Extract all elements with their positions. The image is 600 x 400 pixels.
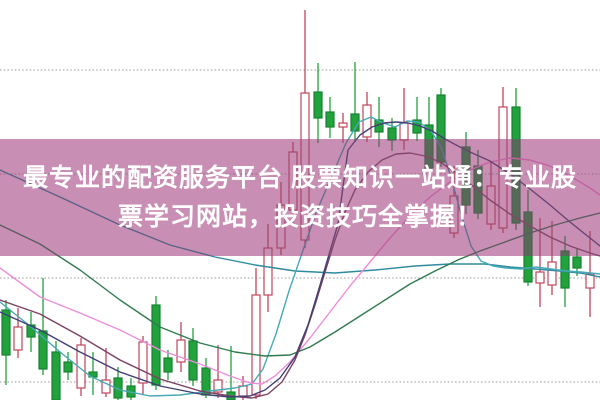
promo-banner-tint: [0, 139, 600, 256]
promo-banner-overlay: [0, 139, 600, 256]
promo-banner-text-line2: 票学习网站，投资技巧全掌握！: [117, 202, 482, 231]
ma-fast-cyan: [0, 116, 600, 397]
promo-banner-text-line1: 最专业的配资服务平台 股票知识一站通：专业股: [23, 163, 577, 192]
promo-banner: 最专业的配资服务平台 股票知识一站通：专业股 票学习网站，投资技巧全掌握！: [0, 139, 600, 256]
